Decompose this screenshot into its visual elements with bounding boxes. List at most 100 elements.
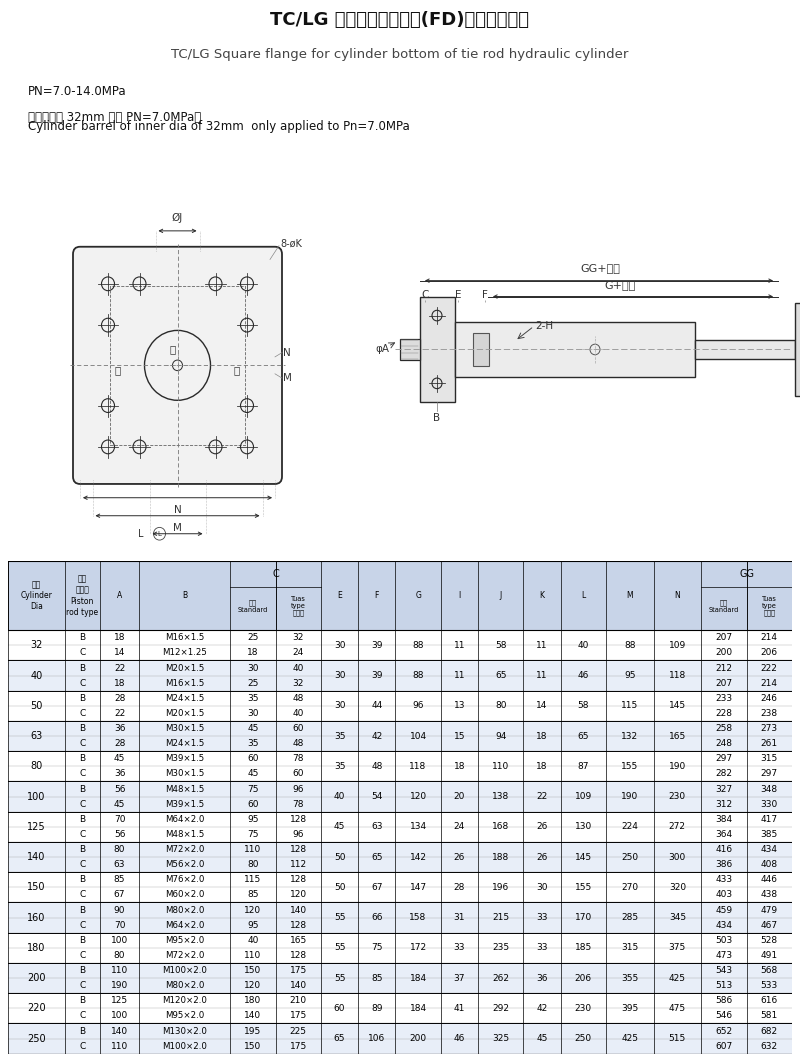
- Text: C: C: [79, 739, 86, 748]
- Text: 345: 345: [669, 913, 686, 922]
- Text: 190: 190: [669, 761, 686, 771]
- Text: 300: 300: [669, 852, 686, 862]
- Bar: [400, 339, 420, 360]
- Text: C: C: [79, 708, 86, 718]
- Text: 18: 18: [114, 679, 126, 687]
- Text: Tuas
type
长杆形: Tuas type 长杆形: [762, 596, 777, 616]
- Text: M12×1.25: M12×1.25: [162, 648, 207, 658]
- Text: 26: 26: [454, 852, 465, 862]
- Text: M100×2.0: M100×2.0: [162, 966, 207, 975]
- Text: B: B: [79, 785, 86, 793]
- Text: 200: 200: [27, 973, 46, 983]
- Text: C: C: [79, 920, 86, 930]
- Text: 292: 292: [492, 1004, 510, 1012]
- Text: 145: 145: [669, 701, 686, 711]
- Text: 132: 132: [622, 732, 638, 740]
- Text: M24×1.5: M24×1.5: [165, 694, 204, 703]
- Text: M48×1.5: M48×1.5: [165, 785, 204, 793]
- Text: 225: 225: [290, 1026, 306, 1036]
- Text: 56: 56: [114, 785, 126, 793]
- Text: 33: 33: [536, 944, 548, 952]
- Text: E: E: [454, 290, 462, 300]
- Text: 106: 106: [368, 1034, 386, 1043]
- Text: 438: 438: [761, 891, 778, 899]
- Text: 168: 168: [492, 823, 510, 831]
- Text: C: C: [79, 830, 86, 839]
- Bar: [795, 303, 800, 396]
- Text: 503: 503: [715, 936, 733, 945]
- Text: 95: 95: [247, 920, 258, 930]
- Text: 45: 45: [334, 823, 346, 831]
- Text: 513: 513: [715, 981, 733, 990]
- Text: 31: 31: [454, 913, 465, 922]
- Text: 104: 104: [410, 732, 426, 740]
- Text: 140: 140: [111, 1026, 128, 1036]
- Text: 327: 327: [715, 785, 732, 793]
- Text: （缸筒内径 32mm 仅用 PN=7.0MPa）: （缸筒内径 32mm 仅用 PN=7.0MPa）: [27, 111, 201, 124]
- Text: 48: 48: [371, 761, 382, 771]
- Text: 39: 39: [371, 641, 382, 650]
- Text: M120×2.0: M120×2.0: [162, 997, 207, 1005]
- Text: M80×2.0: M80×2.0: [165, 981, 204, 990]
- Text: 479: 479: [761, 905, 778, 915]
- Text: 24: 24: [454, 823, 465, 831]
- Text: 147: 147: [410, 883, 426, 892]
- Text: 533: 533: [761, 981, 778, 990]
- Text: 20: 20: [454, 792, 465, 801]
- Text: 230: 230: [669, 792, 686, 801]
- Text: 2-H: 2-H: [535, 321, 553, 331]
- Text: M130×2.0: M130×2.0: [162, 1026, 207, 1036]
- Text: 155: 155: [622, 761, 638, 771]
- Text: M56×2.0: M56×2.0: [165, 860, 204, 869]
- Text: 45: 45: [114, 800, 126, 809]
- Text: 78: 78: [293, 754, 304, 764]
- Text: 297: 297: [761, 770, 778, 778]
- Text: 196: 196: [492, 883, 510, 892]
- Text: 标准
Standard: 标准 Standard: [238, 599, 268, 613]
- Text: 200: 200: [410, 1034, 426, 1043]
- Text: 616: 616: [761, 997, 778, 1005]
- Text: Cylinder barrel of inner dia of 32mm  only applied to Pn=7.0MPa: Cylinder barrel of inner dia of 32mm onl…: [27, 120, 410, 132]
- Text: G: G: [415, 591, 421, 600]
- Text: N: N: [174, 505, 182, 515]
- Text: 80: 80: [114, 845, 126, 854]
- Text: 160: 160: [27, 913, 46, 922]
- Text: 315: 315: [622, 944, 638, 952]
- Text: 45: 45: [247, 724, 258, 733]
- Text: 18: 18: [536, 732, 548, 740]
- Text: 235: 235: [492, 944, 510, 952]
- Text: 515: 515: [669, 1034, 686, 1043]
- Text: 150: 150: [244, 1042, 262, 1051]
- Text: L: L: [138, 528, 143, 539]
- Text: M100×2.0: M100×2.0: [162, 1042, 207, 1051]
- Text: C: C: [79, 679, 86, 687]
- Text: 270: 270: [622, 883, 638, 892]
- Text: 140: 140: [244, 1011, 262, 1021]
- Text: 112: 112: [290, 860, 307, 869]
- Text: 364: 364: [715, 830, 732, 839]
- Text: 94: 94: [495, 732, 506, 740]
- Bar: [8, 796, 792, 811]
- Text: 60: 60: [293, 724, 304, 733]
- Text: 活塞
杆型号
Piston
rod type: 活塞 杆型号 Piston rod type: [66, 575, 98, 617]
- Text: 36: 36: [536, 973, 548, 983]
- Text: 128: 128: [290, 951, 307, 959]
- Text: 348: 348: [761, 785, 778, 793]
- Text: B: B: [79, 694, 86, 703]
- Text: 100: 100: [27, 791, 46, 802]
- Text: 35: 35: [247, 694, 258, 703]
- Text: GG+行程: GG+行程: [580, 264, 620, 273]
- Text: M72×2.0: M72×2.0: [165, 951, 204, 959]
- Text: 80: 80: [30, 761, 42, 771]
- Text: 88: 88: [624, 641, 635, 650]
- Text: 125: 125: [27, 822, 46, 831]
- Bar: [8, 676, 792, 690]
- Text: M48×1.5: M48×1.5: [165, 830, 204, 839]
- Text: A: A: [117, 591, 122, 600]
- Text: 48: 48: [293, 739, 304, 748]
- Text: I: I: [458, 591, 461, 600]
- Text: M64×2.0: M64×2.0: [165, 920, 204, 930]
- Text: 78: 78: [293, 800, 304, 809]
- Text: M30×1.5: M30×1.5: [165, 770, 204, 778]
- Text: 30: 30: [247, 664, 258, 672]
